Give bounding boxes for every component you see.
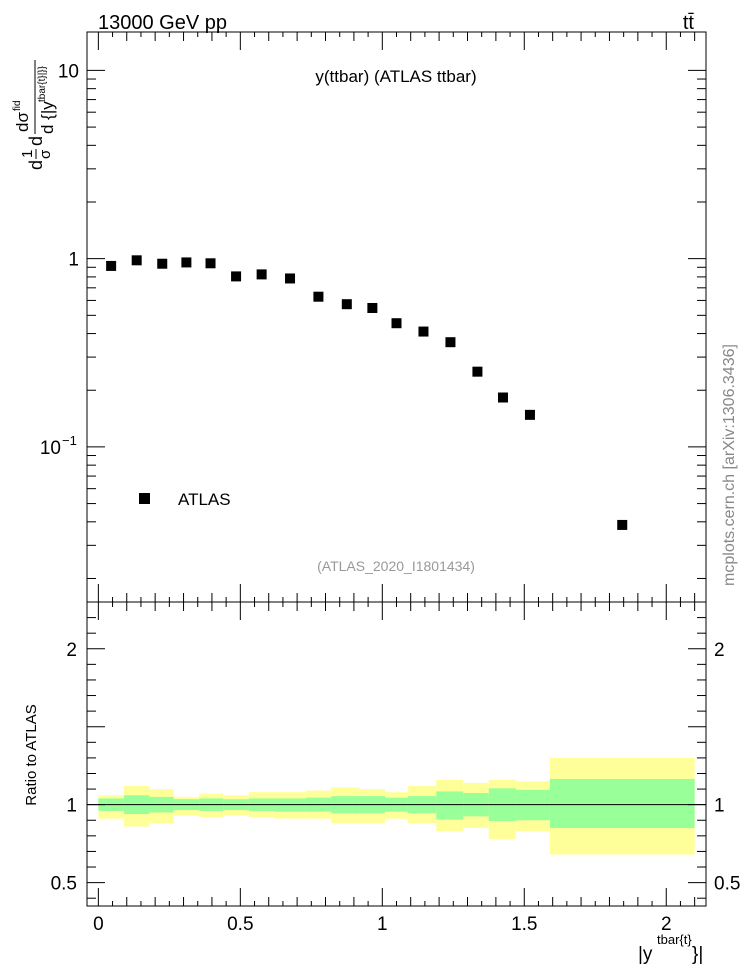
ratio-bands [98,757,695,855]
ratio-y-tick-label-left: 1 [66,796,77,817]
x-axis-label: |y tbar{t} }| [638,932,703,965]
ylabel-fid: fid [12,100,23,111]
ratio-y-axis-label: Ratio to ATLAS [23,704,40,805]
data-point [205,258,216,269]
data-point [472,366,483,377]
ylabel-den: d {|y [38,101,57,134]
data-point [106,260,117,271]
plot-title: y(ttbar) (ATLAS ttbar) [315,67,476,86]
ratio-y-tick-label-right: 1 [714,796,725,817]
x-tick-label: 1 [377,914,388,935]
x-tick-label: 0.5 [227,914,253,935]
ratio-frame [86,601,707,907]
ylabel-sigma: σ [37,149,54,159]
data-point [418,326,429,337]
main-frame [86,31,707,603]
main-y-tick-exponent: −1 [62,433,77,448]
ratio-x-ticks: 0 0.5 1 1.5 2 [93,602,696,935]
data-point [524,409,535,420]
energy-label: 13000 GeV pp [98,12,227,34]
data-point [445,337,456,348]
ratio-y-tick-label-right: 0.5 [714,874,740,895]
xlabel-base: |y [638,944,653,965]
analysis-id: (ATLAS_2020_I1801434) [317,558,475,574]
data-point [131,255,142,266]
data-point [181,257,192,268]
legend-label: ATLAS [178,490,231,509]
data-point [285,273,296,284]
main-y-tick-label: 10 [58,61,79,82]
ylabel-den-sub: tbar{t}|}} [37,65,48,102]
data-point [367,302,378,313]
x-tick-label: 2 [661,914,672,935]
ratio-y-tick-label-left: 2 [66,640,77,661]
xlabel-tail: }| [692,944,703,965]
ylabel-one: 1 [19,150,36,158]
main-x-ticks [97,32,696,602]
main-data-points [106,255,628,530]
data-point [497,392,508,403]
legend-marker [139,493,150,504]
data-point [231,271,242,282]
x-tick-label: 1.5 [511,914,537,935]
ratio-panel: 0.5 0.5 1 1 2 2 0 0.5 1 1.5 2 Ratio to ATLAS |y t… [23,601,740,965]
data-point [313,291,324,302]
ratio-y-ticks: 0.5 0.5 1 1 2 2 [51,617,740,899]
ratio-inner-band [549,778,695,829]
ylabel-d2: d [26,136,46,146]
process-label: tt̄ [683,12,695,34]
ylabel-dsigma: dσ [13,112,32,132]
ylabel-d: d [26,160,46,170]
main-y-axis-label: d 1 σ d dσ fid d {|y tbar{t}|}} [12,60,57,170]
data-point [617,519,628,530]
xlabel-sup: tbar{t} [657,932,692,947]
data-point [256,269,267,280]
ratio-inner-band [436,791,464,820]
data-point [341,299,352,310]
x-tick-label: 0 [93,914,104,935]
ratio-y-tick-label-right: 2 [714,640,725,661]
side-credit: mcplots.cern.ch [arXiv:1306.3436] [721,344,738,586]
ratio-y-tick-label-left: 0.5 [51,874,77,895]
data-point [391,318,402,329]
data-point [157,258,168,269]
main-y-tick-label: 10 [40,438,61,459]
main-y-tick-label: 1 [68,250,79,271]
